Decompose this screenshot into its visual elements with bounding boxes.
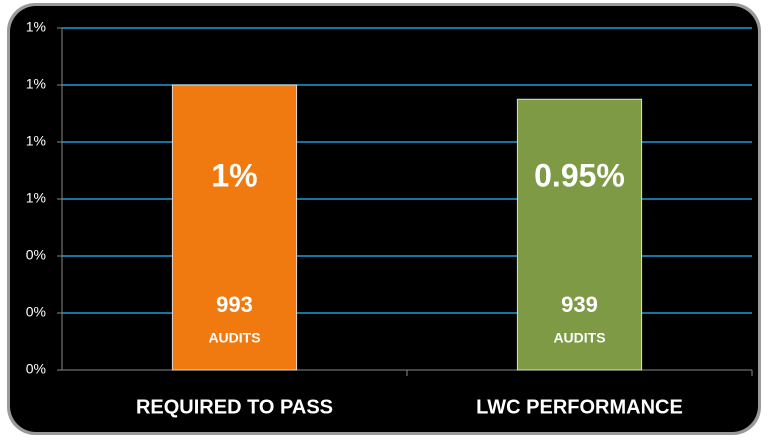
y-tick-label: 1% [26,76,46,92]
audit-count: 993 [216,292,253,317]
plot: 0% 0% 0% 1% 1% 1% 1% REQUIRED TO PASS 1% 993 AUDIT… [26,19,753,418]
y-tick-label: 0% [26,304,46,320]
audit-label: AUDITS [208,330,260,346]
y-tick-label: 1% [26,19,46,35]
audit-label: AUDITS [553,330,605,346]
bar [171,84,298,371]
card [10,6,758,432]
bar [516,98,643,371]
y-tick-label: 1% [26,133,46,149]
value-label: 0.95% [534,157,625,193]
y-tick-label: 1% [26,190,46,206]
audit-count: 939 [561,292,598,317]
y-tick-label: 0% [26,247,46,263]
value-label: 1% [211,157,257,193]
x-tick-label: REQUIRED TO PASS [136,396,333,418]
y-tick-label: 0% [26,361,46,377]
x-tick-label: LWC PERFORMANCE [476,396,683,418]
